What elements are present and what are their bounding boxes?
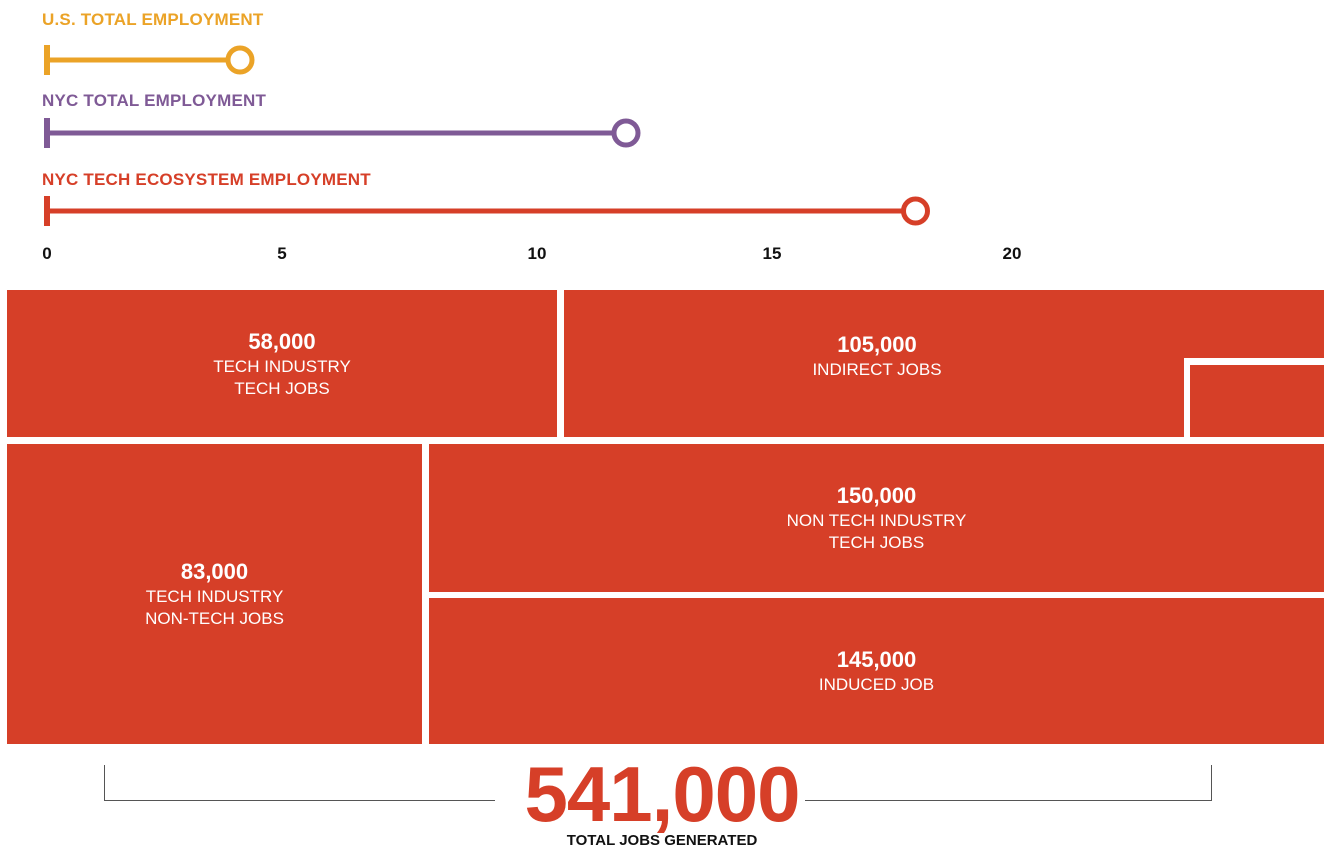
block-value: 105,000 [837,332,917,357]
block-indirect-jobs: 105,000 INDIRECT JOBS [564,290,1190,437]
block-value: 83,000 [180,559,249,584]
indirect-jobs-area [564,290,1324,437]
block-label-line: TECH INDUSTRY [145,587,284,606]
range-end-marker [225,45,255,75]
series-title-us-total-employment: U.S. TOTAL EMPLOYMENT [42,10,264,29]
x-tick-label: 0 [42,244,52,263]
block-value: 150,000 [836,483,917,508]
block-label-line: INDIRECT JOBS [812,360,942,379]
range-end-marker [611,118,641,148]
block-label-line: TECH JOBS [828,533,925,552]
block-label: INDIRECT JOBS [812,359,941,381]
x-tick-label: 15 [762,244,782,263]
block-label-line: TECH INDUSTRY [213,356,351,376]
x-tick-label: 5 [277,244,287,263]
block-induced-job: 145,000 INDUCED JOB [429,598,1324,744]
range-end-marker [901,196,930,226]
block-label-line: INDUCED JOB [818,675,935,694]
series-title-nyc-total-employment: NYC TOTAL EMPLOYMENT [42,91,267,110]
block-label: NON TECH INDUSTRY TECH JOBS [787,510,967,554]
series-title-nyc-tech-ecosystem-employment: NYC TECH ECOSYSTEM EMPLOYMENT [42,170,371,189]
block-label-line: TECH JOBS [234,378,330,398]
total-jobs-label: TOTAL JOBS GENERATED [566,832,758,849]
block-label-line: NON TECH INDUSTRY [786,511,967,530]
total-bracket-right [805,765,1212,801]
x-tick-label: 20 [1002,244,1022,263]
block-label: TECH INDUSTRY TECH JOBS [213,356,351,400]
indirect-jobs-step [1190,365,1324,437]
block-tech-industry-tech-jobs: 58,000 TECH INDUSTRY TECH JOBS [7,290,557,437]
x-tick-label: 10 [527,244,547,263]
block-value: 58,000 [248,328,316,354]
block-tech-industry-non-tech-jobs: 83,000 TECH INDUSTRY NON-TECH JOBS [7,444,422,744]
employment-range-chart [44,45,930,226]
block-label: INDUCED JOB [819,674,934,696]
block-label: TECH INDUSTRY NON-TECH JOBS [145,586,284,630]
block-label-line: NON-TECH JOBS [145,609,284,628]
total-jobs-value: 541,000 [524,750,801,838]
block-value: 145,000 [836,647,917,672]
total-bracket-left [104,765,495,801]
block-non-tech-industry-tech-jobs: 150,000 NON TECH INDUSTRY TECH JOBS [429,444,1324,592]
